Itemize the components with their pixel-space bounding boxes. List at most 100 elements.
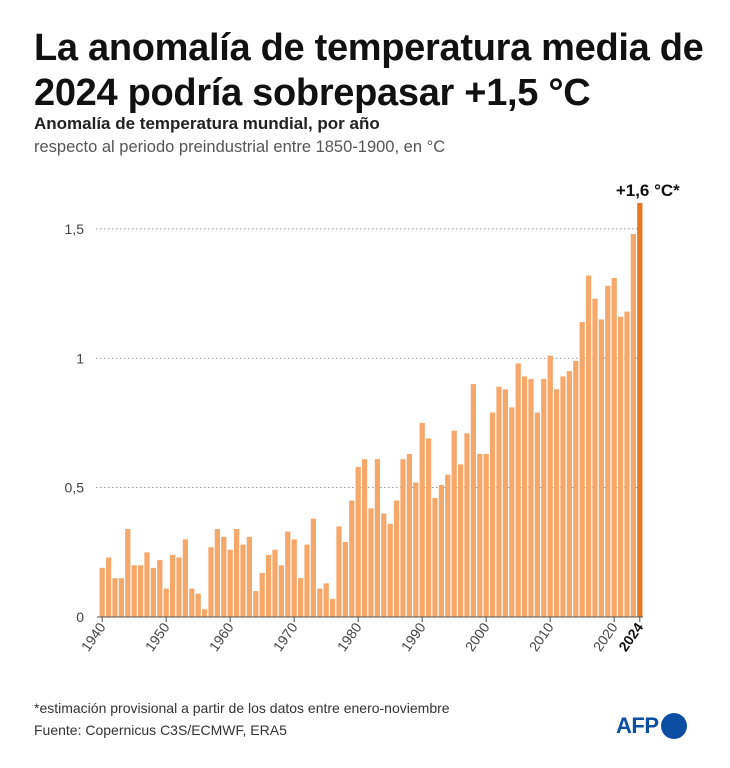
bar bbox=[253, 591, 259, 617]
x-tick-label: 1960 bbox=[206, 619, 237, 654]
bar bbox=[566, 371, 573, 617]
bar bbox=[368, 508, 374, 617]
bar bbox=[438, 485, 445, 617]
bar bbox=[592, 298, 598, 617]
y-tick-label: 1 bbox=[76, 350, 84, 366]
bar bbox=[323, 583, 329, 617]
bar bbox=[451, 430, 457, 617]
bar bbox=[483, 453, 489, 617]
bar bbox=[208, 547, 214, 617]
bar bbox=[521, 376, 528, 617]
bar bbox=[195, 593, 201, 617]
bar bbox=[259, 573, 265, 617]
bar bbox=[137, 565, 144, 617]
bar bbox=[233, 529, 240, 617]
bar bbox=[509, 407, 515, 617]
bar bbox=[400, 459, 406, 617]
bar bbox=[150, 567, 157, 617]
bar bbox=[189, 588, 195, 617]
bar bbox=[528, 378, 534, 617]
bar bbox=[221, 536, 227, 617]
x-tick-label: 2000 bbox=[462, 619, 493, 654]
bar bbox=[445, 474, 451, 617]
bar bbox=[553, 389, 560, 617]
x-tick-label: 1980 bbox=[334, 619, 365, 654]
x-tick-label: 1990 bbox=[398, 619, 429, 654]
bar bbox=[291, 539, 297, 617]
bar bbox=[125, 529, 131, 617]
annotation-2024: +1,6 °C* bbox=[616, 181, 680, 200]
bar bbox=[470, 384, 477, 617]
bar bbox=[624, 311, 630, 617]
bar bbox=[541, 378, 547, 617]
bar bbox=[144, 552, 150, 617]
bar bbox=[112, 578, 118, 617]
bar bbox=[227, 549, 233, 617]
bar bbox=[214, 529, 221, 617]
y-tick-label: 0,5 bbox=[65, 480, 85, 496]
bar bbox=[118, 578, 125, 617]
bar bbox=[157, 560, 163, 617]
bar bbox=[310, 518, 317, 617]
bar bbox=[560, 376, 566, 617]
bar bbox=[502, 389, 509, 617]
bar bbox=[163, 588, 169, 617]
bar bbox=[515, 363, 521, 617]
bar bbox=[489, 412, 496, 617]
bar bbox=[297, 578, 304, 617]
bar bbox=[349, 500, 355, 617]
x-tick-label: 1970 bbox=[270, 619, 301, 654]
bar bbox=[425, 438, 432, 617]
y-tick-label: 0 bbox=[76, 609, 84, 625]
bar bbox=[432, 497, 438, 617]
bar bbox=[105, 557, 112, 617]
chart-title: La anomalía de temperatura media de 2024… bbox=[34, 27, 704, 114]
bar bbox=[387, 523, 393, 617]
chart-subtitle: Anomalía de temperatura mundial, por año bbox=[34, 114, 380, 133]
bar bbox=[265, 554, 272, 617]
bar bbox=[169, 554, 176, 617]
x-tick-label: 2024 bbox=[615, 619, 646, 654]
afp-logo-dot bbox=[660, 713, 687, 739]
bar bbox=[611, 278, 617, 617]
afp-logo-text: AFP bbox=[616, 713, 659, 738]
bar bbox=[419, 422, 425, 617]
bar bbox=[605, 285, 611, 617]
bar bbox=[317, 588, 323, 617]
bar bbox=[598, 319, 605, 617]
afp-logo: AFP bbox=[616, 710, 687, 742]
bar bbox=[534, 412, 541, 617]
bar bbox=[464, 433, 470, 617]
bar bbox=[579, 322, 585, 617]
bar bbox=[272, 549, 278, 617]
bar bbox=[176, 557, 182, 617]
bar bbox=[329, 598, 336, 617]
bar bbox=[201, 609, 208, 617]
bar bbox=[336, 526, 342, 617]
bar bbox=[240, 544, 246, 617]
bar bbox=[278, 565, 285, 617]
bar bbox=[393, 500, 400, 617]
x-tick-label: 2010 bbox=[526, 619, 557, 654]
bar bbox=[304, 544, 310, 617]
bar bbox=[381, 513, 387, 617]
bar bbox=[547, 355, 553, 617]
x-tick-label: 2020 bbox=[590, 619, 621, 654]
bar bbox=[361, 459, 368, 617]
bar bbox=[406, 453, 413, 617]
bar bbox=[477, 453, 483, 617]
footnote: *estimación provisional a partir de los … bbox=[34, 700, 450, 716]
bar bbox=[617, 316, 624, 617]
x-tick-label: 1950 bbox=[142, 619, 173, 654]
bar bbox=[355, 466, 361, 617]
bar bbox=[413, 482, 419, 617]
bar-highlight bbox=[637, 203, 643, 617]
bar bbox=[246, 536, 253, 617]
bar bbox=[374, 459, 381, 617]
bar bbox=[342, 541, 349, 617]
bar bbox=[585, 275, 592, 617]
chart-subtitle-units: respecto al periodo preindustrial entre … bbox=[34, 138, 446, 156]
bar bbox=[573, 360, 579, 617]
bar bbox=[457, 464, 464, 617]
